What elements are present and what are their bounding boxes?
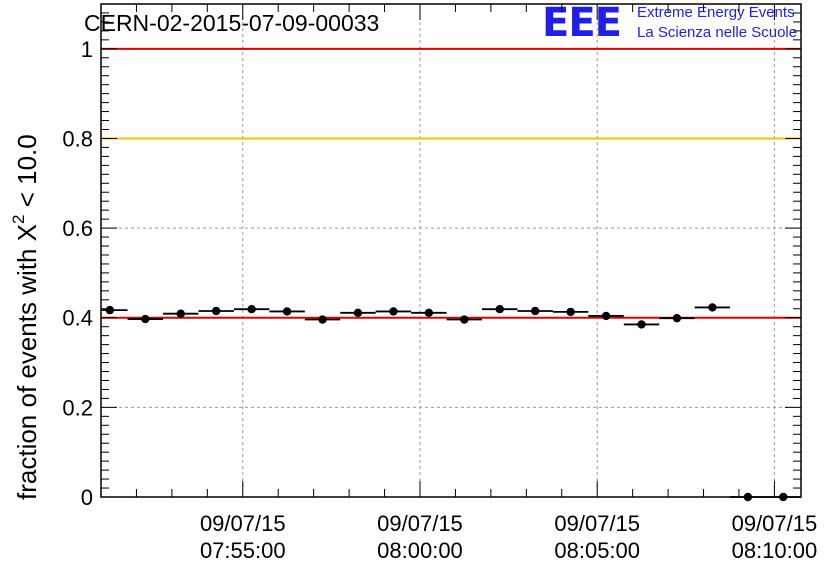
- brand-line-2: La Scienza nelle Scuole: [637, 24, 798, 41]
- data-point: [672, 313, 682, 323]
- data-point: [708, 303, 717, 312]
- plot-frame: [100, 3, 802, 498]
- data-point: [530, 306, 540, 316]
- eee-logo: EEE: [542, 0, 622, 46]
- y-tick-label: 0: [81, 485, 93, 510]
- data-point: [601, 311, 611, 321]
- data-point: [141, 314, 150, 324]
- reference-lines: [101, 47, 801, 319]
- data-point: [566, 307, 575, 317]
- data-point: [779, 492, 788, 502]
- y-tick-label: 0.2: [62, 395, 93, 420]
- x-tick-date: 09/07/15: [732, 511, 818, 536]
- y-tick-label: 0.4: [62, 306, 93, 331]
- x-tick-labels: 09/07/1507:55:0009/07/1508:00:0009/07/15…: [200, 511, 817, 563]
- tick-marks: [100, 4, 801, 498]
- y-tick-label: 0.8: [62, 126, 93, 151]
- data-point: [460, 315, 469, 324]
- y-tick-label: 1: [81, 37, 93, 62]
- y-axis-title-main: fraction of events with X: [12, 224, 42, 500]
- data-point: [318, 315, 327, 324]
- x-tick-time: 07:55:00: [200, 538, 286, 563]
- x-tick-time: 08:10:00: [732, 538, 818, 563]
- data-point: [247, 305, 256, 314]
- data-points: [101, 303, 801, 502]
- data-point: [637, 320, 646, 329]
- data-point: [495, 305, 504, 314]
- data-point: [282, 307, 292, 316]
- data-point: [389, 307, 398, 316]
- x-tick-date: 09/07/15: [554, 511, 640, 536]
- brand-line-1: Extreme Energy Events: [637, 4, 795, 21]
- plot-title: CERN-02-2015-07-09-00033: [84, 10, 380, 36]
- data-point: [353, 308, 363, 317]
- x-tick-time: 08:05:00: [554, 538, 640, 563]
- y-tick-labels: 0 0.2 0.4 0.6 0.8 1: [62, 37, 93, 510]
- x-tick-date: 09/07/15: [377, 511, 463, 536]
- y-axis-title-tail: < 10.0: [12, 134, 42, 214]
- y-tick-label: 0.6: [62, 216, 93, 241]
- data-point: [176, 309, 185, 318]
- y-axis-title: fraction of events with X2 < 10.0: [9, 134, 42, 500]
- x-tick-date: 09/07/15: [200, 511, 286, 536]
- data-point: [211, 306, 221, 316]
- y-axis-title-sup: 2: [9, 215, 28, 224]
- grid-layer: [101, 4, 801, 497]
- data-point: [743, 492, 753, 502]
- data-point: [105, 305, 115, 315]
- x-tick-time: 08:00:00: [377, 538, 463, 563]
- data-point: [424, 308, 434, 317]
